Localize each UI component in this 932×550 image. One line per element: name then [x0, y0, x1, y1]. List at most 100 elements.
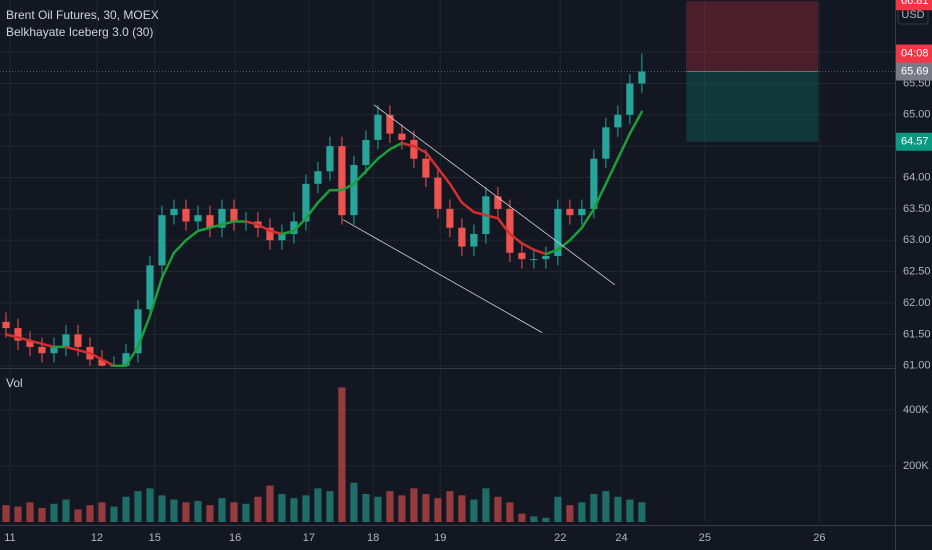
volume-bar [578, 502, 586, 522]
y-tick-label: 64.00 [903, 171, 931, 183]
candle-body [338, 146, 346, 216]
candle-body [2, 321, 10, 329]
ma-segment [436, 166, 452, 186]
volume-bar [290, 498, 298, 522]
price-label-box [896, 0, 932, 11]
candle-body [458, 227, 466, 247]
ma-segment [556, 239, 572, 251]
volume-bar [38, 507, 46, 522]
countdown-box [896, 44, 932, 63]
candle-body [38, 346, 46, 354]
volume-bar [362, 493, 370, 522]
x-tick-label: 26 [813, 532, 825, 544]
trend-line [342, 219, 543, 333]
ma-segment [16, 336, 32, 342]
ma-segment [424, 151, 440, 170]
profit-zone [686, 1, 819, 72]
currency-label: USD [901, 9, 924, 21]
candle-body [494, 196, 502, 209]
volume-bar [74, 509, 82, 522]
volume-bar [410, 488, 418, 522]
ma-segment [184, 229, 200, 242]
candle-body [626, 83, 634, 115]
ma-segment [64, 345, 80, 352]
volume-bar [158, 495, 166, 522]
ma-segment [448, 182, 464, 204]
volume-bar [506, 502, 514, 522]
ma-segment [472, 210, 488, 217]
ma-segment [580, 207, 596, 229]
ma-segment [40, 342, 56, 349]
candle-body [350, 164, 358, 216]
ma-segment [544, 248, 560, 256]
volume-bar [314, 488, 322, 522]
volume-bar [602, 491, 610, 522]
x-tick-label: 16 [229, 532, 241, 544]
volume-bar [230, 502, 238, 522]
volume-bar [14, 506, 22, 522]
x-tick-label: 19 [434, 532, 446, 544]
volume-bar [182, 502, 190, 522]
volume-bar [218, 498, 226, 522]
loss-zone [686, 71, 819, 142]
volume-bar [566, 505, 574, 522]
volume-bar [614, 496, 622, 522]
candle-body [278, 234, 286, 241]
y-tick-label: 62.50 [903, 266, 931, 278]
y-tick-label: 65.00 [903, 109, 931, 121]
ma-segment [352, 170, 368, 186]
ma-segment [292, 217, 308, 233]
volume-bar [86, 505, 94, 522]
candle-body [410, 139, 418, 159]
volume-bar [518, 513, 526, 522]
volume-bar [422, 493, 430, 522]
ma-segment [364, 157, 380, 173]
volume-bar [50, 503, 58, 522]
volume-bar [590, 493, 598, 522]
candle-body [554, 208, 562, 256]
volume-bar [446, 491, 454, 522]
price-label: 65.69 [901, 65, 929, 77]
ma-segment [148, 276, 164, 317]
candle-body [74, 334, 82, 347]
ma-segment [208, 223, 224, 229]
volume-bar [254, 496, 262, 522]
volume-bar [134, 491, 142, 522]
candle-body [146, 265, 154, 310]
candle-body [566, 208, 574, 216]
candle-body [158, 215, 166, 266]
ma-segment [520, 242, 536, 251]
ma-segment [484, 213, 500, 220]
x-tick-label: 24 [615, 532, 627, 544]
volume-bar [194, 500, 202, 522]
volume-bar [626, 499, 634, 522]
candle-body [230, 208, 238, 222]
candle-body [398, 133, 406, 140]
volume-bar [2, 505, 10, 522]
ma-segment [220, 220, 236, 226]
candle-body [182, 208, 190, 222]
volume-tick-label: 400K [903, 404, 929, 416]
countdown-label: 04:08 [901, 47, 929, 59]
volume-bar [302, 495, 310, 522]
candle-body [122, 353, 130, 366]
price-label: 64.57 [901, 136, 929, 148]
candle-body [326, 146, 334, 172]
ma-segment [268, 229, 284, 236]
price-label-box [896, 132, 932, 151]
volume-bar [554, 496, 562, 522]
volume-bar [326, 491, 334, 522]
volume-bar [374, 496, 382, 522]
volume-tick-label: 200K [903, 460, 929, 472]
candle-body [314, 171, 322, 184]
volume-bar [482, 488, 490, 522]
price-label-box [896, 62, 932, 81]
volume-bar [542, 517, 550, 522]
ma-segment [88, 351, 104, 361]
candle-body [62, 334, 70, 347]
candle-body [434, 177, 442, 209]
ma-segment [508, 232, 524, 245]
ma-segment [280, 229, 296, 236]
volume-bar [110, 506, 118, 522]
volume-bar [146, 488, 154, 522]
